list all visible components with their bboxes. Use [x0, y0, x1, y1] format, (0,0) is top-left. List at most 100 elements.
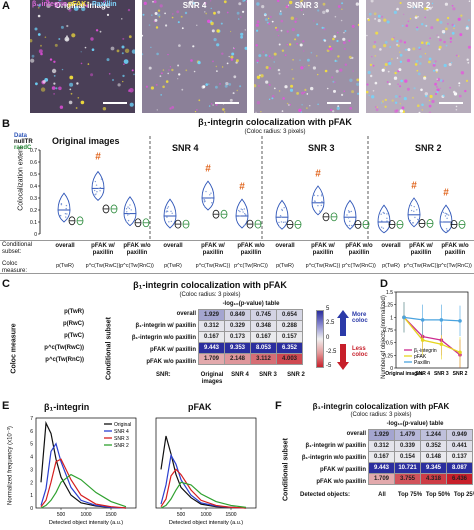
col-label: SNR 2 — [287, 372, 305, 378]
table-cell: 1.709 — [368, 473, 395, 485]
y-tick-label: 0.5 — [30, 172, 37, 178]
table-row: 1.929 1.479 1.244 0.949 — [368, 429, 473, 441]
spot — [406, 58, 411, 63]
spot — [230, 58, 234, 61]
spot — [379, 48, 382, 51]
panel-c-colorbar — [316, 310, 324, 368]
table-cell: 6.352 — [276, 342, 303, 354]
spot — [429, 94, 433, 99]
spot — [58, 38, 61, 40]
spot — [108, 73, 111, 75]
spot — [412, 47, 416, 51]
spot — [424, 53, 427, 55]
row-label: pFAK w/o paxillin — [146, 359, 196, 365]
data-violin — [407, 197, 421, 228]
spot — [374, 18, 376, 20]
spot — [40, 87, 46, 92]
spot — [99, 30, 102, 33]
y-tick-label: 0.25 — [383, 353, 393, 359]
spot — [321, 26, 324, 29]
x-tick-label: Original images — [385, 371, 423, 377]
spot — [61, 68, 64, 71]
measure-cell: p^c(Tw(RwC)) — [305, 263, 341, 269]
spot — [285, 5, 289, 8]
data-point — [417, 218, 419, 221]
x-tick-label: 1500 — [105, 512, 116, 518]
data-point — [65, 207, 67, 210]
spot — [351, 90, 355, 94]
spot — [168, 69, 170, 71]
spot — [341, 93, 344, 96]
spot — [325, 9, 329, 13]
spot — [401, 106, 405, 110]
spot — [418, 46, 421, 49]
table-row: 9.443 10.721 9.345 8.087 — [368, 462, 473, 474]
measure-label: p(TwC) — [64, 333, 84, 339]
spot — [339, 68, 343, 72]
spot — [380, 102, 383, 104]
col-label: Top 25% — [453, 492, 474, 498]
spot — [42, 80, 46, 84]
data-point — [66, 213, 68, 215]
panel-b-title: β₁-integrin colocalization with pFAK — [198, 117, 352, 127]
table-cell: 0.167 — [250, 331, 277, 343]
spot — [458, 85, 460, 87]
spot — [428, 60, 431, 64]
spot — [236, 89, 238, 92]
spot — [428, 111, 432, 113]
spot — [226, 11, 229, 14]
spot — [75, 107, 78, 109]
spot — [54, 43, 58, 47]
data-point — [203, 199, 206, 201]
spot — [393, 37, 395, 39]
measure-cell: p^c(Tw(RnC)) — [438, 263, 472, 269]
data-point — [439, 342, 444, 346]
data-point — [317, 195, 319, 197]
spot — [435, 71, 438, 73]
table-cell: 9.443 — [368, 462, 395, 474]
data-point — [347, 210, 350, 212]
spot — [396, 40, 399, 43]
spot — [447, 23, 449, 25]
data-violin — [377, 204, 391, 234]
y-tick-label: 0.2 — [30, 208, 37, 214]
spot — [157, 13, 161, 17]
spot — [217, 10, 221, 14]
spot — [215, 85, 218, 89]
subset-row-label: Conditional subset: — [2, 242, 33, 255]
spot — [355, 2, 359, 6]
spot — [191, 0, 194, 2]
panel-c-table: 1.929 0.849 0.745 0.654 0.312 0.329 0.348 0.288… — [198, 309, 303, 365]
y-tick-label: 0.7 — [30, 148, 37, 154]
spot — [127, 8, 131, 12]
spot — [80, 100, 85, 105]
spot — [165, 24, 168, 27]
spot — [309, 105, 311, 107]
legend-data: Data — [14, 133, 28, 139]
measure-cell: p^c(Tw(RnC)) — [234, 263, 268, 269]
scale-tick-mid2: 0 — [326, 335, 330, 341]
spot — [317, 9, 320, 12]
table-cell: 8.053 — [250, 342, 277, 354]
series-line — [403, 316, 461, 356]
spot — [303, 91, 306, 94]
table-cell: 8.087 — [446, 462, 473, 474]
panel-e-right-title: pFAK — [188, 402, 212, 412]
spot — [431, 6, 434, 8]
row-label: β₁-integrin w/ paxillin — [135, 323, 196, 329]
spot — [142, 13, 145, 16]
spot — [87, 1, 90, 4]
data-point — [348, 224, 351, 227]
spot — [349, 78, 353, 83]
channel-label-beta: β₁-integrin — [32, 1, 68, 8]
y-tick-label: 0.5 — [386, 341, 393, 347]
spot — [448, 63, 452, 66]
spot — [77, 97, 80, 99]
data-point — [126, 211, 128, 213]
spot — [396, 109, 399, 112]
data-point — [67, 216, 69, 219]
spot — [372, 90, 375, 92]
spot — [171, 106, 175, 109]
table-row: 0.312 0.339 0.352 0.441 — [368, 440, 473, 452]
micro-title: SNR 2 — [406, 1, 431, 10]
